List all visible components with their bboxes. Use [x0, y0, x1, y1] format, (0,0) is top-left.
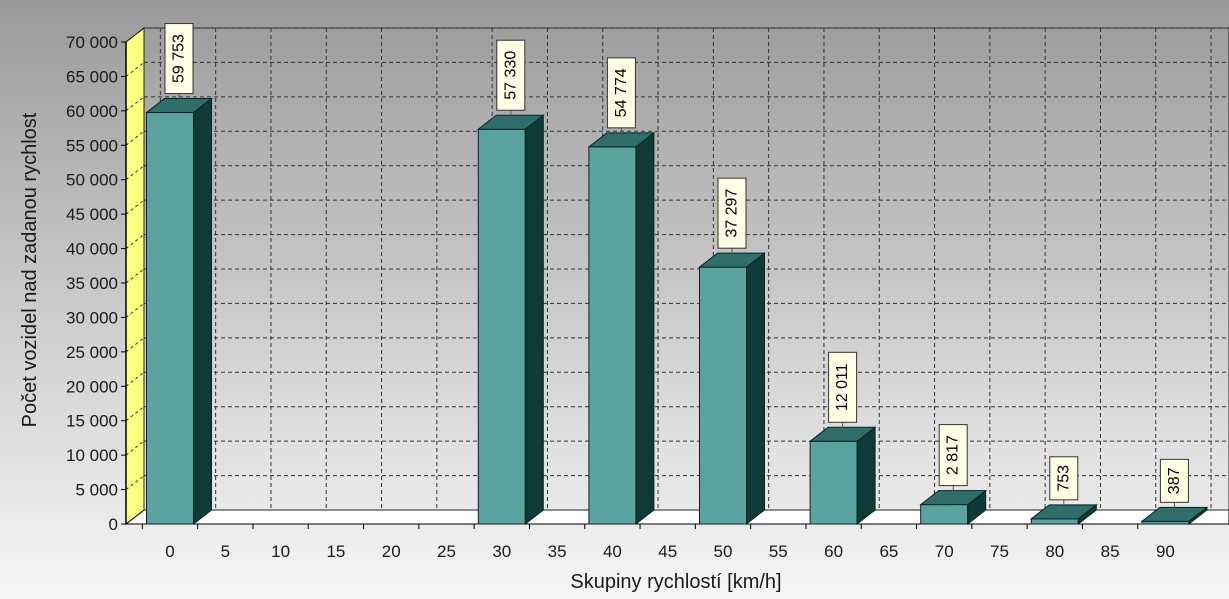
x-tick-label: 5 [221, 542, 230, 561]
x-tick-label: 40 [603, 542, 622, 561]
bar [1030, 518, 1079, 525]
bar-side [746, 252, 765, 526]
y-axis-title: Počet vozidel nad zadanou rychlost [19, 112, 41, 427]
y-tick-label: 5 000 [75, 481, 118, 500]
y-tick-label: 55 000 [66, 136, 118, 155]
y-tick-label: 40 000 [66, 240, 118, 259]
x-tick-label: 15 [326, 542, 345, 561]
x-axis-title: Skupiny rychlostí [km/h] [570, 571, 781, 593]
data-label: 54 774 [613, 68, 630, 117]
x-tick-label: 90 [1156, 542, 1175, 561]
bar [809, 440, 858, 525]
bar-top [476, 114, 545, 130]
bar-side [635, 131, 655, 526]
x-tick-label: 25 [437, 542, 456, 561]
x-tick-label: 65 [879, 542, 898, 561]
bar [146, 112, 194, 525]
bar-side [524, 114, 544, 526]
x-tick-label: 50 [714, 542, 733, 561]
y-tick-label: 15 000 [66, 412, 118, 431]
x-tick-label: 20 [382, 542, 401, 561]
data-label: 387 [1166, 467, 1183, 494]
x-tick-label: 45 [658, 542, 677, 561]
y-tick-label: 70 000 [66, 33, 118, 52]
data-label: 12 011 [834, 363, 851, 411]
y-tick-label: 50 000 [66, 171, 118, 190]
grid-line-wall [125, 27, 145, 43]
y-tick-label: 35 000 [66, 274, 118, 293]
chart-left-wall [125, 26, 145, 526]
y-tick-label: 0 [109, 515, 118, 534]
bar [588, 146, 637, 525]
grid-line-wall [125, 440, 145, 456]
y-tick-label: 10 000 [66, 446, 118, 465]
data-label: 59 753 [171, 34, 188, 83]
data-label: 57 330 [502, 51, 519, 100]
y-tick-label: 25 000 [66, 343, 118, 362]
data-label-box [1159, 458, 1189, 503]
bar-side [193, 97, 212, 526]
data-label: 37 297 [724, 189, 741, 238]
bar [699, 266, 747, 525]
y-tick-label: 45 000 [66, 205, 118, 224]
bar [920, 504, 969, 525]
grid-line-wall [125, 475, 145, 490]
x-tick-label: 75 [990, 542, 1009, 561]
grid-line-wall [125, 371, 145, 387]
grid-line-wall [125, 268, 145, 284]
grid-line-wall [125, 337, 145, 353]
y-tick-label: 20 000 [66, 377, 118, 396]
grid-line-wall [125, 406, 145, 422]
grid-line-wall [125, 303, 145, 318]
x-tick-label: 35 [548, 542, 567, 561]
grid-line-wall [125, 165, 145, 181]
bar [477, 128, 526, 525]
grid-line-wall [125, 62, 145, 77]
x-tick-label: 60 [824, 542, 843, 561]
grid-line-wall [125, 234, 145, 249]
x-tick-label: 0 [165, 542, 174, 561]
data-label-box [717, 177, 747, 249]
y-tick-label: 60 000 [66, 102, 118, 121]
y-tick-label: 65 000 [66, 67, 118, 86]
data-label-box [938, 424, 968, 487]
data-label: 2 817 [945, 435, 962, 475]
bar-side [856, 426, 876, 526]
grid-line-wall [125, 96, 145, 112]
data-label-box [164, 23, 194, 95]
data-label: 753 [1055, 465, 1072, 492]
x-tick-label: 70 [935, 542, 954, 561]
data-label-box [496, 39, 526, 111]
grid-line-wall [125, 130, 145, 146]
data-label-box [828, 351, 858, 423]
x-tick-label: 30 [492, 542, 511, 561]
x-tick-label: 80 [1045, 542, 1064, 561]
data-label-box [1049, 456, 1079, 501]
y-tick-label: 30 000 [66, 308, 118, 327]
x-tick-label: 55 [769, 542, 788, 561]
grid-line-wall [125, 199, 145, 215]
x-tick-label: 10 [271, 542, 290, 561]
data-label-box [606, 57, 636, 129]
x-tick-label: 85 [1101, 542, 1120, 561]
